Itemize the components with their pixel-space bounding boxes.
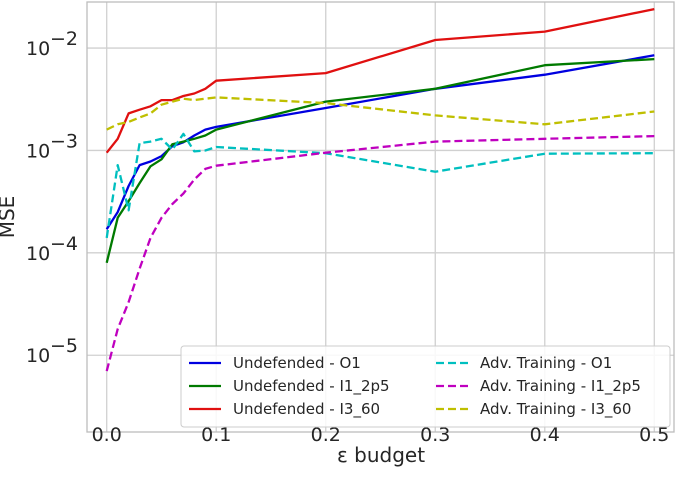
- x-tick-labels: 0.0 0.1 0.2 0.3 0.4 0.5: [92, 424, 670, 446]
- y-tick-exponent: −4: [50, 233, 78, 255]
- x-axis-label: ε budget: [337, 443, 425, 467]
- y-tick-label: 10: [26, 243, 50, 265]
- y-tick-label: 10: [26, 140, 50, 162]
- y-axis-label: MSE: [0, 196, 19, 239]
- series-line-2: [105, 7, 655, 154]
- series-lines: [105, 7, 655, 372]
- series-line-5: [106, 96, 655, 131]
- legend: Undefended - O1 Undefended - I1_2p5 Undefe…: [180, 345, 671, 428]
- series-line-4: [105, 134, 655, 372]
- x-tick-label: 0.3: [420, 424, 450, 446]
- series-line-1: [105, 57, 655, 264]
- x-tick-label: 0.1: [201, 424, 231, 446]
- legend-label: Undefended - O1: [233, 354, 361, 372]
- x-tick-label: 0.4: [530, 424, 560, 446]
- legend-label: Undefended - I3_60: [233, 400, 380, 419]
- x-tick-label: 0.5: [639, 424, 669, 446]
- y-tick-labels: 10−510−410−310−2: [26, 28, 78, 367]
- legend-label: Adv. Training - O1: [480, 354, 612, 372]
- x-tick-label: 0.2: [311, 424, 341, 446]
- series-line-3: [105, 132, 655, 239]
- legend-label: Undefended - I1_2p5: [233, 377, 390, 396]
- legend-label: Adv. Training - I1_2p5: [480, 377, 641, 396]
- y-tick-label: 10: [26, 38, 50, 60]
- y-tick-exponent: −5: [50, 335, 78, 357]
- legend-label: Adv. Training - I3_60: [480, 400, 631, 419]
- y-tick-exponent: −3: [50, 130, 78, 152]
- legend-box: [180, 345, 671, 428]
- plot-frame: [86, 1, 675, 433]
- y-tick-exponent: −2: [50, 28, 78, 50]
- y-tick-label: 10: [26, 345, 50, 367]
- x-tick-label: 0.0: [92, 424, 122, 446]
